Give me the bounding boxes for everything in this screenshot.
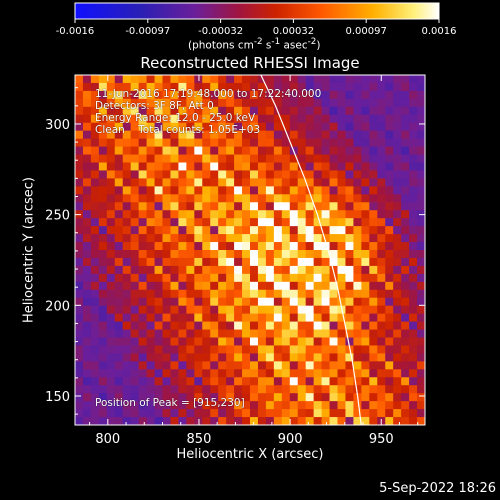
colorbar-tick-label: -0.0016	[56, 26, 95, 37]
y-tick-label: 300	[45, 118, 70, 133]
colorbar	[74, 2, 440, 20]
colorbar-tick-label: -0.00032	[198, 26, 243, 37]
detectors-annotation: Detectors: 3F 8F, Att 0	[95, 100, 214, 112]
colorbar-units: (photons cm-2 s-1 asec-2)	[188, 37, 321, 52]
colorbar-tick-label: 0.0016	[422, 26, 457, 37]
x-tick-label: 800	[95, 432, 120, 447]
x-tick-label: 900	[278, 432, 303, 447]
colorbar-ticks: -0.0016 -0.00097 -0.00032 0.00032 0.00097 0.0…	[56, 19, 457, 37]
colorbar-tick-label: 0.00097	[346, 26, 387, 37]
clean-annotation: Clean Total counts: 1.05E+03	[95, 124, 261, 136]
y-tick-label: 200	[45, 299, 70, 314]
footer-date: 5-Sep-2022 18:26	[379, 481, 496, 496]
x-tick-label: 850	[187, 432, 212, 447]
chart-title: Reconstructed RHESSI Image	[140, 54, 360, 72]
peak-annotation: Position of Peak = [915,230]	[95, 397, 245, 409]
solar-limb-curve	[260, 75, 362, 425]
x-axis-title: Heliocentric X (arcsec)	[176, 447, 324, 462]
time-range-annotation: 11-Jun-2016 17:19:48.000 to 17:22:40.000	[95, 88, 322, 100]
x-tick-label: 950	[369, 432, 394, 447]
y-axis-title: Heliocentric Y (arcsec)	[21, 177, 37, 323]
y-tick-label: 250	[45, 209, 70, 224]
axis-ticks: 800 850 900 950 150 200 250 300	[45, 75, 425, 447]
y-tick-label: 150	[45, 390, 70, 405]
heatmap-image	[75, 75, 425, 425]
colorbar-tick-label: -0.00097	[125, 26, 170, 37]
plot-frame	[74, 74, 426, 426]
colorbar-tick-label: 0.00032	[273, 26, 314, 37]
energy-annotation: Energy Range: 12.0 - 25.0 keV	[95, 112, 256, 124]
